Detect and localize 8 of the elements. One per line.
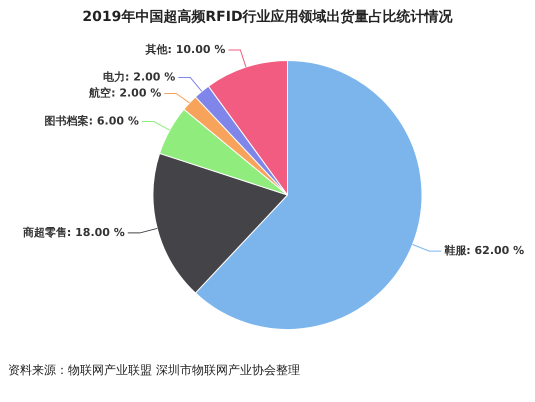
slice-label: 其他: 10.00 % — [144, 42, 226, 56]
slice-label: 鞋服: 62.00 % — [443, 244, 524, 257]
slice-label: 图书档案: 6.00 % — [44, 114, 139, 128]
slice-label: 商超零售: 18.00 % — [22, 226, 125, 239]
slice-label: 航空: 2.00 % — [88, 86, 162, 100]
slice-label: 电力: 2.00 % — [103, 70, 176, 84]
chart-title: 2019年中国超高频RFID行业应用领域出货量占比统计情况 — [81, 8, 454, 27]
text: 资料来源：物联网产业联盟 深圳市物联网产业协会整理 — [7, 362, 301, 379]
